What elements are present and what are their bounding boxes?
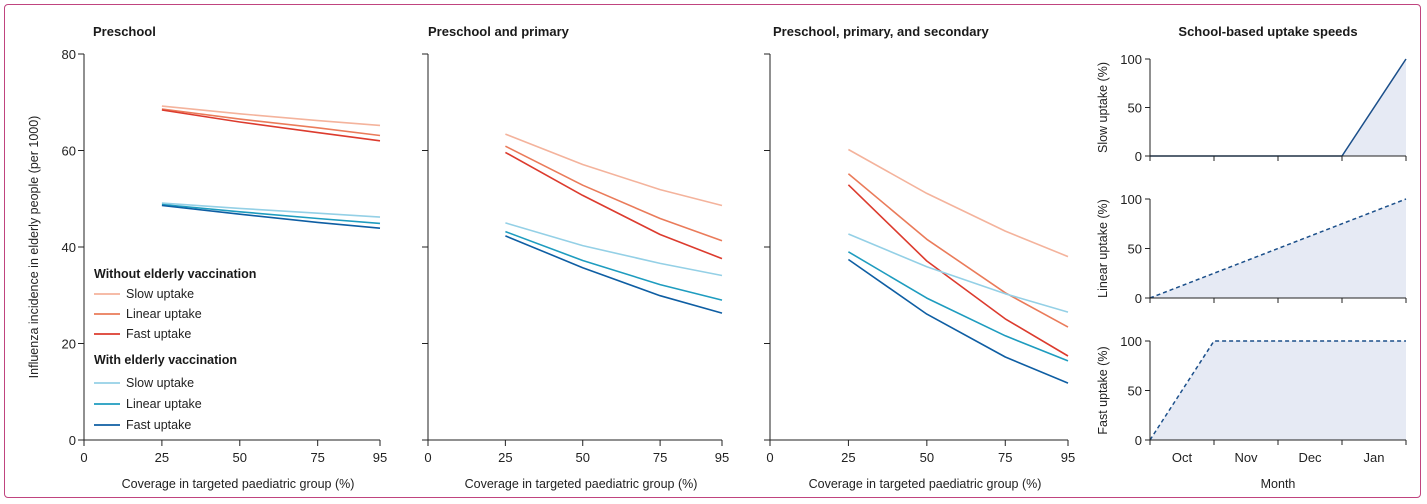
y-tick-label: 80: [62, 47, 76, 62]
panel-title: School-based uptake speeds: [1178, 24, 1357, 39]
series-line-with-slow: [505, 222, 723, 277]
x-tick-label: 25: [841, 450, 855, 465]
legend-heading-with: With elderly vaccination: [94, 353, 237, 367]
panel-title: Preschool and primary: [428, 24, 570, 39]
y-tick-label: 40: [62, 240, 76, 255]
x-tick-label: 0: [424, 450, 431, 465]
y-tick-label: 0: [1135, 149, 1142, 164]
y-tick-label: 60: [62, 144, 76, 159]
x-tick-label: Nov: [1234, 450, 1258, 465]
y-axis-label: Linear uptake (%): [1096, 199, 1110, 298]
series-line-with-linear: [161, 203, 381, 225]
series-line-with-fast: [847, 258, 1069, 384]
legend-label: Linear uptake: [126, 397, 202, 411]
panel-title: Preschool: [93, 24, 156, 39]
x-tick-label: 75: [998, 450, 1012, 465]
y-tick-label: 50: [1128, 101, 1142, 116]
x-tick-label: 75: [653, 450, 667, 465]
y-axis-label: Fast uptake (%): [1096, 346, 1110, 434]
x-tick-label: 95: [1061, 450, 1075, 465]
y-tick-label: 0: [69, 433, 76, 448]
series-line-without-linear: [505, 145, 723, 242]
x-tick-label: 50: [233, 450, 247, 465]
x-axis-label: Coverage in targeted paediatric group (%…: [465, 477, 698, 491]
x-tick-label: 95: [715, 450, 729, 465]
series-line-without-slow: [505, 133, 723, 207]
series-line-with-fast: [161, 204, 381, 229]
x-tick-label: 0: [80, 450, 87, 465]
legend-label: Slow uptake: [126, 287, 194, 301]
series-line-without-fast: [847, 184, 1069, 357]
series-line-without-linear: [161, 108, 381, 137]
series-line-without-fast: [505, 151, 723, 260]
x-axis-label: Coverage in targeted paediatric group (%…: [122, 477, 355, 491]
legend-heading-without: Without elderly vaccination: [94, 267, 256, 281]
y-tick-label: 100: [1120, 52, 1142, 67]
uptake-line: [1149, 340, 1406, 441]
series-line-with-slow: [848, 233, 1069, 313]
x-axis-label: Coverage in targeted paediatric group (%…: [809, 477, 1042, 491]
panel-title: Preschool, primary, and secondary: [773, 24, 990, 39]
legend-label: Fast uptake: [126, 327, 191, 341]
x-tick-label: 50: [576, 450, 590, 465]
x-tick-label: Jan: [1364, 450, 1385, 465]
y-tick-label: 0: [1135, 291, 1142, 306]
y-tick-label: 100: [1120, 334, 1142, 349]
series-line-with-fast: [505, 235, 723, 314]
series-line-without-fast: [161, 109, 381, 142]
legend-label: Fast uptake: [126, 418, 191, 432]
x-axis-label: Month: [1261, 477, 1296, 491]
series-line-with-slow: [161, 202, 381, 218]
y-tick-label: 0: [1135, 433, 1142, 448]
y-tick-label: 20: [62, 337, 76, 352]
x-tick-label: Dec: [1298, 450, 1322, 465]
uptake-area-fill: [1150, 59, 1406, 156]
uptake-area-fill: [1150, 341, 1406, 440]
legend-label: Linear uptake: [126, 307, 202, 321]
series-line-with-linear: [847, 251, 1069, 362]
legend-label: Slow uptake: [126, 376, 194, 390]
x-tick-label: Oct: [1172, 450, 1193, 465]
x-tick-label: 75: [310, 450, 324, 465]
series-line-with-linear: [505, 230, 723, 301]
y-tick-label: 100: [1120, 192, 1142, 207]
series-line-without-linear: [847, 173, 1069, 328]
series-line-without-slow: [161, 105, 381, 127]
x-tick-label: 25: [155, 450, 169, 465]
uptake-line: [1149, 198, 1407, 299]
x-tick-label: 95: [373, 450, 387, 465]
series-line-without-slow: [848, 148, 1069, 258]
x-tick-label: 50: [920, 450, 934, 465]
y-axis-label: Slow uptake (%): [1096, 62, 1110, 153]
y-tick-label: 50: [1128, 384, 1142, 399]
x-tick-label: 25: [498, 450, 512, 465]
y-tick-label: 50: [1128, 242, 1142, 257]
x-tick-label: 0: [766, 450, 773, 465]
y-axis-label: Influenza incidence in elderly people (p…: [27, 116, 41, 379]
